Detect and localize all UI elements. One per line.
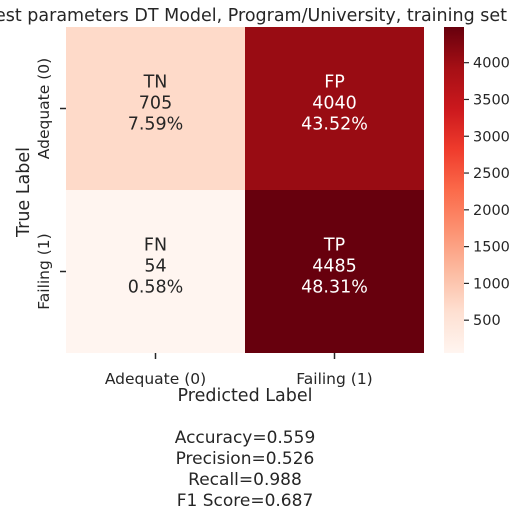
heatmap-cell-tp <box>245 190 424 353</box>
heatmap-cell-tn <box>66 27 245 190</box>
cell-percent-label: 48.31% <box>301 278 368 298</box>
x-tick-label: Adequate (0) <box>105 370 206 388</box>
colorbar-tick-label: 500 <box>473 313 501 329</box>
colorbar-tick-label: 3500 <box>473 92 510 108</box>
x-tick-label: Failing (1) <box>296 370 372 388</box>
x-axis-label: Predicted Label <box>178 386 313 406</box>
colorbar-tick-label: 2500 <box>473 166 510 182</box>
f1-score-metric: F1 Score=0.687 <box>176 491 314 511</box>
heatmap-cells <box>66 27 424 353</box>
cell-percent-label: 7.59% <box>128 115 184 135</box>
cell-percent-label: 0.58% <box>128 278 184 298</box>
y-axis-ticks: Adequate (0) Failing (1) <box>35 58 66 310</box>
accuracy-metric: Accuracy=0.559 <box>174 428 316 448</box>
colorbar-tick-label: 2000 <box>473 203 510 219</box>
colorbar-ticks: 500 1000 1500 2000 2500 3000 3500 4000 <box>464 56 510 329</box>
cell-name-label: FN <box>144 236 167 256</box>
y-tick-label: Adequate (0) <box>35 58 53 159</box>
cell-count-label: 4485 <box>312 257 357 277</box>
metrics-summary: Accuracy=0.559 Precision=0.526 Recall=0.… <box>66 428 424 512</box>
colorbar-tick-label: 4000 <box>473 56 510 72</box>
x-axis-ticks: Adequate (0) Failing (1) <box>105 353 373 388</box>
heatmap-cell-fn <box>66 190 245 353</box>
precision-metric: Precision=0.526 <box>175 449 315 469</box>
colorbar-tick-label: 1500 <box>473 240 510 256</box>
cell-name-label: TN <box>143 73 168 93</box>
colorbar-tick-label: 3000 <box>473 129 510 145</box>
cell-count-label: 54 <box>144 257 166 277</box>
colorbar-tick-label: 1000 <box>473 276 510 292</box>
y-axis-label: True Label <box>14 147 34 238</box>
cell-name-label: TP <box>323 236 345 256</box>
y-tick-label: Failing (1) <box>35 233 53 309</box>
cell-percent-label: 43.52% <box>301 115 368 135</box>
cell-count-label: 705 <box>139 94 172 114</box>
heatmap-cell-fp <box>245 27 424 190</box>
cell-name-label: FP <box>324 73 345 93</box>
chart-title: Best parameters DT Model, Program/Univer… <box>0 6 507 26</box>
cell-count-label: 4040 <box>312 94 357 114</box>
colorbar <box>444 27 464 353</box>
recall-metric: Recall=0.988 <box>188 470 302 490</box>
